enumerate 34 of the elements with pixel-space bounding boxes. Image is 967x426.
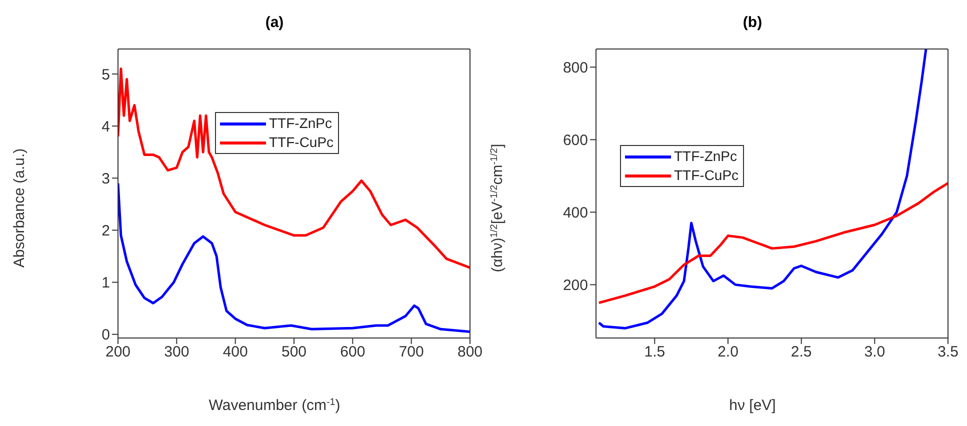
x-tick-label: 700 (398, 344, 424, 361)
x-tick-label: 600 (340, 344, 366, 361)
y-tick-label: 1 (102, 274, 110, 292)
x-tick-label: 500 (281, 344, 307, 361)
legend-label: TTF-ZnPc (674, 147, 737, 166)
x-axis-title: hν [eV] (729, 397, 776, 414)
line-series (598, 182, 948, 304)
y-tick-label: 3 (102, 170, 110, 188)
chart-title: (a) (264, 14, 285, 31)
x-axis-title: Wavenumber (cm$^{-1}$) (208, 396, 340, 414)
x-tick-label: 400 (222, 344, 248, 361)
line-series (118, 68, 470, 269)
x-tick-label: 2.5 (790, 344, 812, 361)
x-tick-label: 3.0 (864, 344, 886, 361)
y-tick-label: 4 (102, 118, 110, 136)
y-tick-label: 0 (102, 326, 110, 344)
y-tick-label: 400 (562, 204, 588, 222)
x-tick-label: 1.5 (644, 344, 666, 361)
line-series (118, 182, 470, 333)
x-tick-label: 300 (164, 344, 190, 361)
y-tick-label: 600 (562, 132, 588, 149)
y-tick-label: 800 (562, 59, 588, 76)
x-tick-label: 800 (457, 344, 483, 361)
legend-label: TTF-CuPc (269, 133, 334, 152)
x-tick-label: 3.5 (938, 344, 958, 361)
x-tick-label: 2.0 (718, 344, 738, 361)
y-tick-label: 5 (102, 66, 110, 84)
line-series (598, 49, 928, 330)
legend-label: TTF-CuPc (674, 166, 739, 185)
y-tick-label: 2 (102, 222, 110, 240)
legend-label: TTF-ZnPc (269, 114, 332, 133)
y-axis-title: Absorbance (a.u.) (11, 148, 28, 268)
y-tick-label: 200 (562, 277, 588, 294)
chart-title: (b) (742, 14, 764, 31)
